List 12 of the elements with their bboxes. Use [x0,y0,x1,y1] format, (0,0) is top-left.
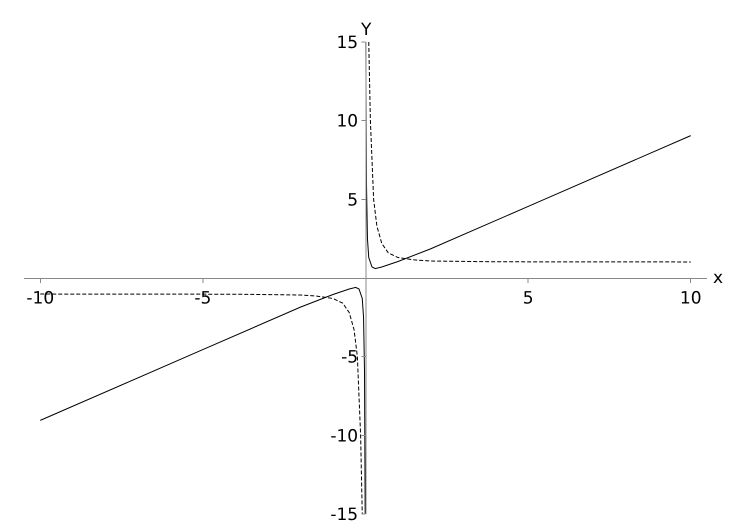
y-axis-title: Y [360,20,372,40]
y-tick-label: 10 [336,112,358,132]
y-tick-label: -15 [330,504,358,525]
x-tick-label: 5 [522,288,534,308]
x-tick-label: -10 [26,288,54,308]
y-tick-label: -10 [330,426,358,446]
x-tick-label: -5 [194,288,212,308]
y-tick-label: 15 [336,32,358,53]
x-axis-title: x [713,268,724,288]
x-tick-label: 10 [680,288,702,308]
y-tick-label: -5 [341,348,358,368]
y-tick-label: 5 [347,190,358,210]
